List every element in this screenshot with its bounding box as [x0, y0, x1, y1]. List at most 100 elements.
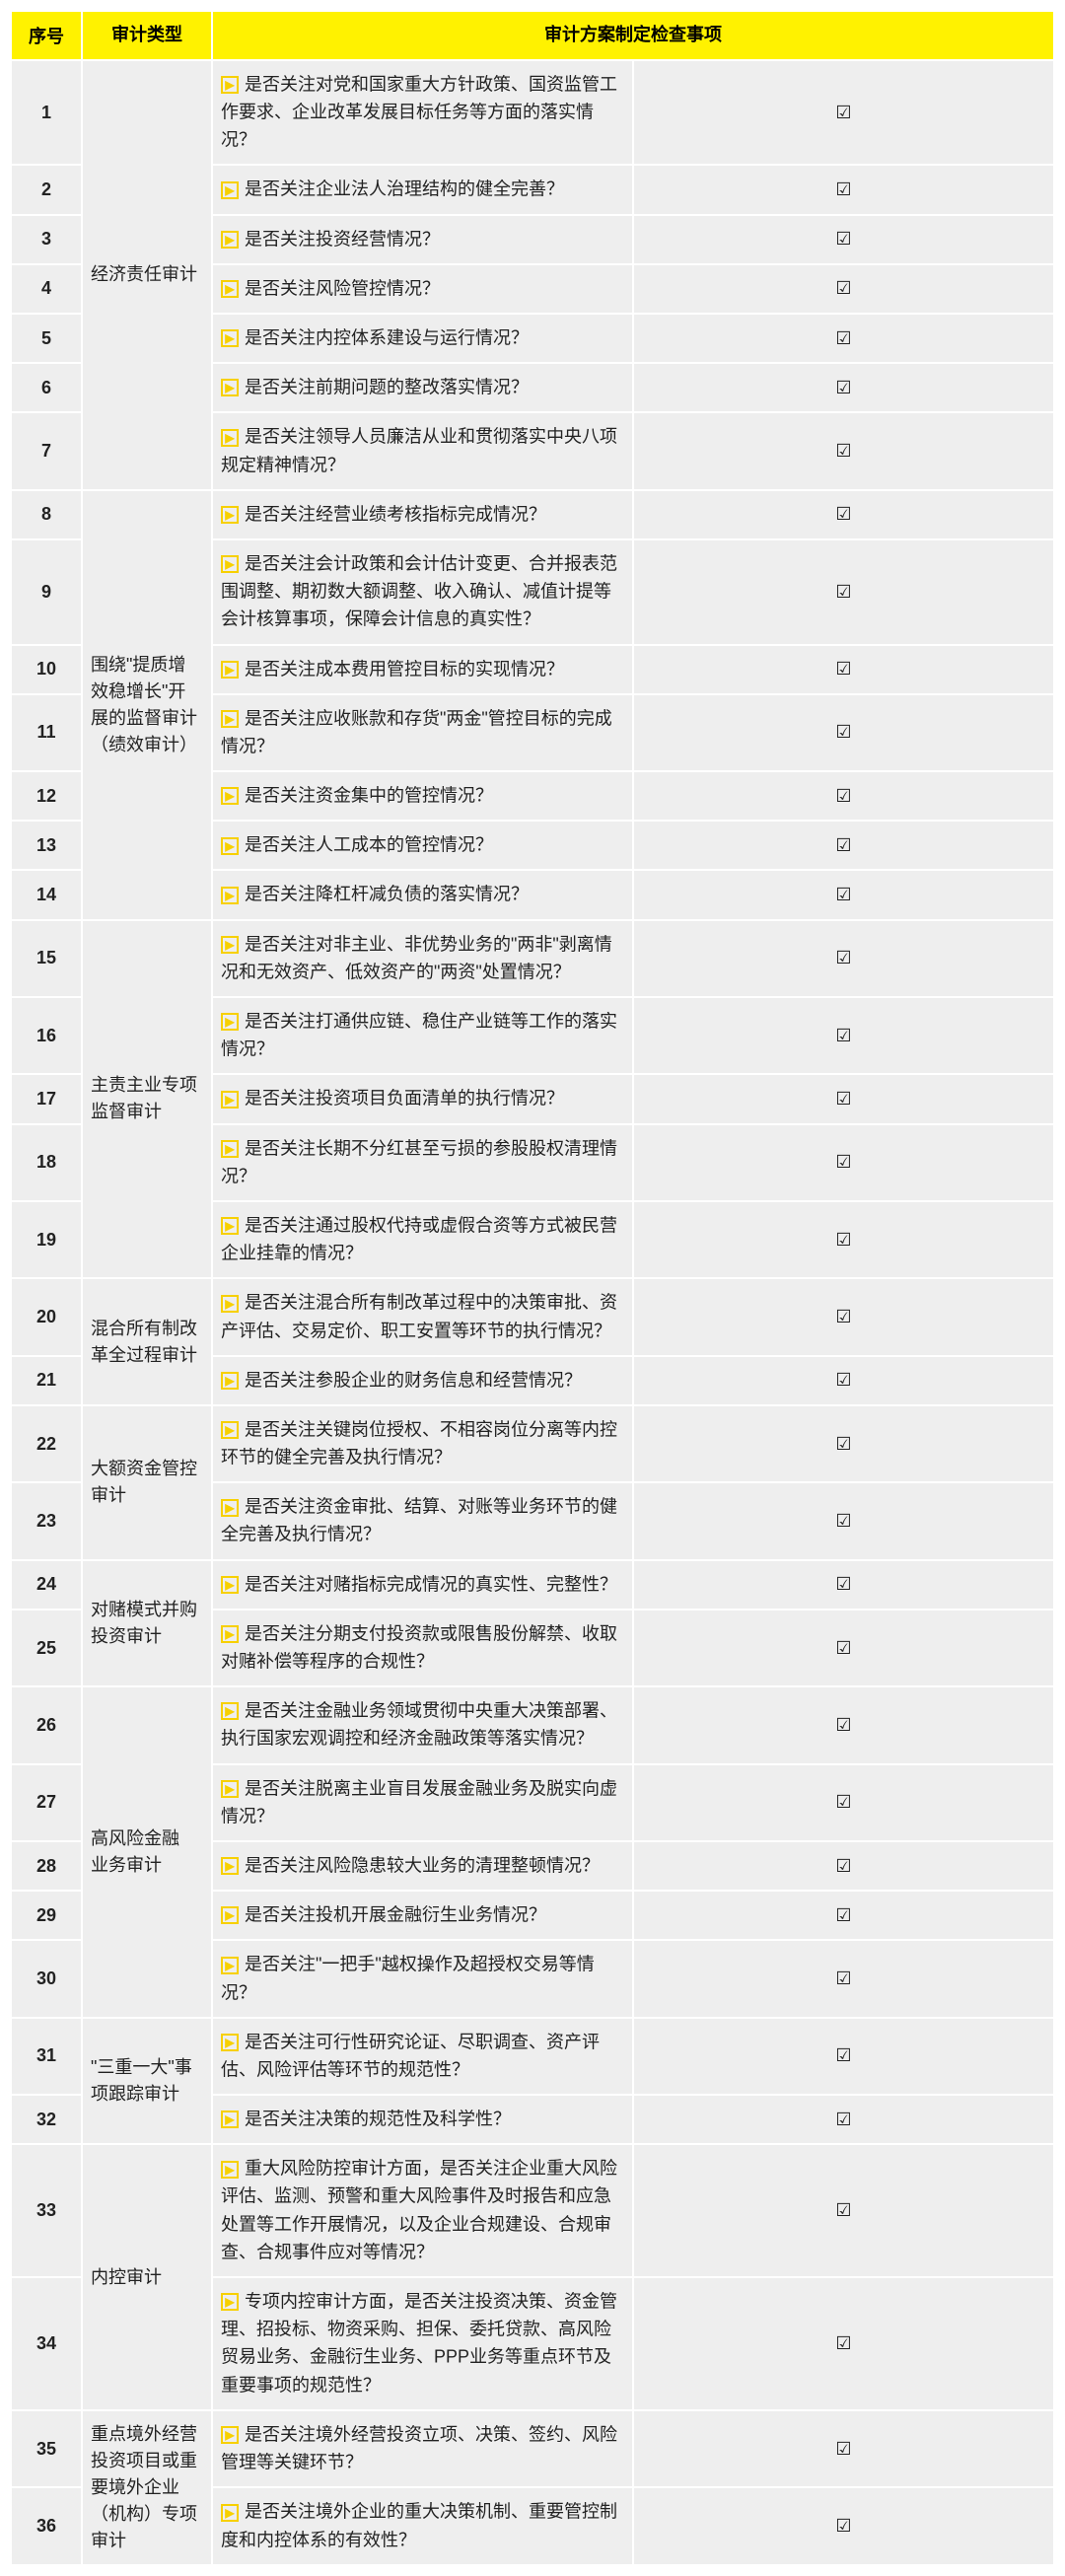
cell-seq: 17: [12, 1075, 81, 1122]
cell-check-item: ▶是否关注资金集中的管控情况？: [213, 772, 632, 820]
cell-check-item: ▶ 是否关注成本费用管控目标的实现情况？: [213, 646, 632, 693]
check-item-text: 是否关注会计政策和会计估计变更、合并报表范围调整、期初数大额调整、收入确认、减值…: [221, 553, 617, 628]
bullet-icon: ▶: [221, 1013, 239, 1031]
check-item-text: 是否关注成本费用管控目标的实现情况？: [245, 659, 564, 679]
cell-checkbox[interactable]: ☑: [634, 491, 1053, 538]
bullet-icon: ▶: [221, 661, 239, 679]
cell-checkbox[interactable]: ☑: [634, 646, 1053, 693]
check-item-text: 是否关注风险隐患较大业务的清理整顿情况？: [245, 1855, 600, 1875]
bullet-icon: ▶: [221, 1576, 239, 1594]
cell-check-item: ▶专项内控审计方面，是否关注投资决策、资金管理、招投标、物资采购、担保、委托贷款…: [213, 2278, 632, 2409]
cell-audit-type: 经济责任审计: [83, 61, 211, 489]
cell-checkbox[interactable]: ☑: [634, 413, 1053, 488]
cell-seq: 21: [12, 1357, 81, 1404]
cell-checkbox[interactable]: ☑: [634, 871, 1053, 918]
cell-checkbox[interactable]: ☑: [634, 2145, 1053, 2276]
cell-seq: 12: [12, 772, 81, 820]
cell-check-item: ▶是否关注分期支付投资款或限售股份解禁、收取对赌补偿等程序的合规性？: [213, 1610, 632, 1685]
cell-checkbox[interactable]: ☑: [634, 265, 1053, 313]
cell-check-item: ▶是否关注内控体系建设与运行情况？: [213, 315, 632, 362]
check-item-text: 是否关注混合所有制改革过程中的决策审批、资产评估、交易定价、职工安置等环节的执行…: [221, 1293, 617, 1340]
bullet-icon: ▶: [221, 1091, 239, 1109]
cell-check-item: ▶是否关注投资经营情况？: [213, 216, 632, 263]
cell-checkbox[interactable]: ☑: [634, 364, 1053, 411]
cell-checkbox[interactable]: ☑: [634, 1765, 1053, 1840]
cell-checkbox[interactable]: ☑: [634, 2019, 1053, 2094]
cell-checkbox[interactable]: ☑: [634, 540, 1053, 644]
cell-audit-type: 主责主业专项监督审计: [83, 921, 211, 1278]
cell-seq: 20: [12, 1279, 81, 1354]
cell-checkbox[interactable]: ☑: [634, 166, 1053, 213]
cell-checkbox[interactable]: ☑: [634, 1483, 1053, 1558]
cell-checkbox[interactable]: ☑: [634, 1406, 1053, 1481]
cell-checkbox[interactable]: ☑: [634, 1687, 1053, 1762]
cell-check-item: ▶是否关注人工成本的管控情况？: [213, 822, 632, 869]
cell-checkbox[interactable]: ☑: [634, 2278, 1053, 2409]
cell-checkbox[interactable]: ☑: [634, 1075, 1053, 1122]
check-item-text: 是否关注脱离主业盲目发展金融业务及脱实向虚情况？: [221, 1778, 617, 1825]
table-row: 22大额资金管控审计▶是否关注关键岗位授权、不相容岗位分离等内控环节的健全完善及…: [12, 1406, 1053, 1481]
cell-seq: 6: [12, 364, 81, 411]
table-header-row: 序号 审计类型 审计方案制定检查事项: [12, 12, 1053, 59]
cell-checkbox[interactable]: ☑: [634, 2411, 1053, 2487]
cell-audit-type: 内控审计: [83, 2145, 211, 2409]
table-row: 1经济责任审计▶是否关注对党和国家重大方针政策、国资监管工作要求、企业改革发展目…: [12, 61, 1053, 165]
cell-checkbox[interactable]: ☑: [634, 1125, 1053, 1200]
bullet-icon: ▶: [221, 379, 239, 396]
check-item-text: 是否关注对党和国家重大方针政策、国资监管工作要求、企业改革发展目标任务等方面的落…: [221, 74, 617, 149]
cell-checkbox[interactable]: ☑: [634, 921, 1053, 996]
cell-check-item: ▶是否关注打通供应链、稳住产业链等工作的落实情况？: [213, 998, 632, 1073]
cell-check-item: ▶是否关注脱离主业盲目发展金融业务及脱实向虚情况？: [213, 1765, 632, 1840]
cell-checkbox[interactable]: ☑: [634, 2096, 1053, 2143]
cell-seq: 26: [12, 1687, 81, 1762]
cell-checkbox[interactable]: ☑: [634, 695, 1053, 770]
cell-checkbox[interactable]: ☑: [634, 772, 1053, 820]
cell-audit-type: 对赌模式并购投资审计: [83, 1561, 211, 1686]
check-item-text: 是否关注可行性研究论证、尽职调查、资产评估、风险评估等环节的规范性？: [221, 2032, 600, 2079]
cell-checkbox[interactable]: ☑: [634, 216, 1053, 263]
cell-checkbox[interactable]: ☑: [634, 822, 1053, 869]
check-item-text: 是否关注境外企业的重大决策机制、重要管控制度和内控体系的有效性？: [221, 2502, 617, 2549]
cell-seq: 30: [12, 1941, 81, 2016]
cell-checkbox[interactable]: ☑: [634, 315, 1053, 362]
cell-checkbox[interactable]: ☑: [634, 998, 1053, 1073]
bullet-icon: ▶: [221, 1372, 239, 1390]
cell-seq: 25: [12, 1610, 81, 1685]
cell-check-item: ▶是否关注长期不分红甚至亏损的参股股权清理情况？: [213, 1125, 632, 1200]
cell-checkbox[interactable]: ☑: [634, 61, 1053, 165]
cell-checkbox[interactable]: ☑: [634, 1610, 1053, 1685]
bullet-icon: ▶: [221, 1906, 239, 1924]
cell-checkbox[interactable]: ☑: [634, 1357, 1053, 1404]
cell-check-item: ▶ 是否关注投资项目负面清单的执行情况？: [213, 1075, 632, 1122]
check-item-text: 是否关注长期不分红甚至亏损的参股股权清理情况？: [221, 1138, 617, 1185]
check-item-text: 专项内控审计方面，是否关注投资决策、资金管理、招投标、物资采购、担保、委托贷款、…: [221, 2291, 617, 2395]
cell-checkbox[interactable]: ☑: [634, 1941, 1053, 2016]
cell-checkbox[interactable]: ☑: [634, 1279, 1053, 1354]
cell-checkbox[interactable]: ☑: [634, 1561, 1053, 1609]
header-type: 审计类型: [83, 12, 211, 59]
cell-seq: 27: [12, 1765, 81, 1840]
cell-checkbox[interactable]: ☑: [634, 1842, 1053, 1890]
cell-checkbox[interactable]: ☑: [634, 2488, 1053, 2564]
table-row: 15主责主业专项监督审计▶是否关注对非主业、非优势业务的"两非"剥离情况和无效资…: [12, 921, 1053, 996]
check-item-text: 是否关注投资项目负面清单的执行情况？: [245, 1089, 564, 1109]
cell-check-item: ▶是否关注境外经营投资立项、决策、签约、风险管理等关键环节？: [213, 2411, 632, 2487]
check-item-text: 是否关注人工成本的管控情况？: [245, 835, 493, 855]
cell-check-item: ▶是否关注领导人员廉洁从业和贯彻落实中央八项规定精神情况？: [213, 413, 632, 488]
bullet-icon: ▶: [221, 76, 239, 94]
check-item-text: 是否关注经营业绩考核指标完成情况？: [245, 504, 546, 524]
cell-seq: 5: [12, 315, 81, 362]
bullet-icon: ▶: [221, 710, 239, 728]
cell-checkbox[interactable]: ☑: [634, 1892, 1053, 1939]
cell-seq: 22: [12, 1406, 81, 1481]
bullet-icon: ▶: [221, 429, 239, 447]
cell-seq: 18: [12, 1125, 81, 1200]
bullet-icon: ▶: [221, 1217, 239, 1235]
bullet-icon: ▶: [221, 1295, 239, 1313]
cell-checkbox[interactable]: ☑: [634, 1202, 1053, 1277]
cell-check-item: ▶是否关注参股企业的财务信息和经营情况？: [213, 1357, 632, 1404]
bullet-icon: ▶: [221, 231, 239, 249]
cell-check-item: ▶是否关注应收账款和存货"两金"管控目标的完成情况？: [213, 695, 632, 770]
bullet-icon: ▶: [221, 2504, 239, 2522]
cell-seq: 31: [12, 2019, 81, 2094]
